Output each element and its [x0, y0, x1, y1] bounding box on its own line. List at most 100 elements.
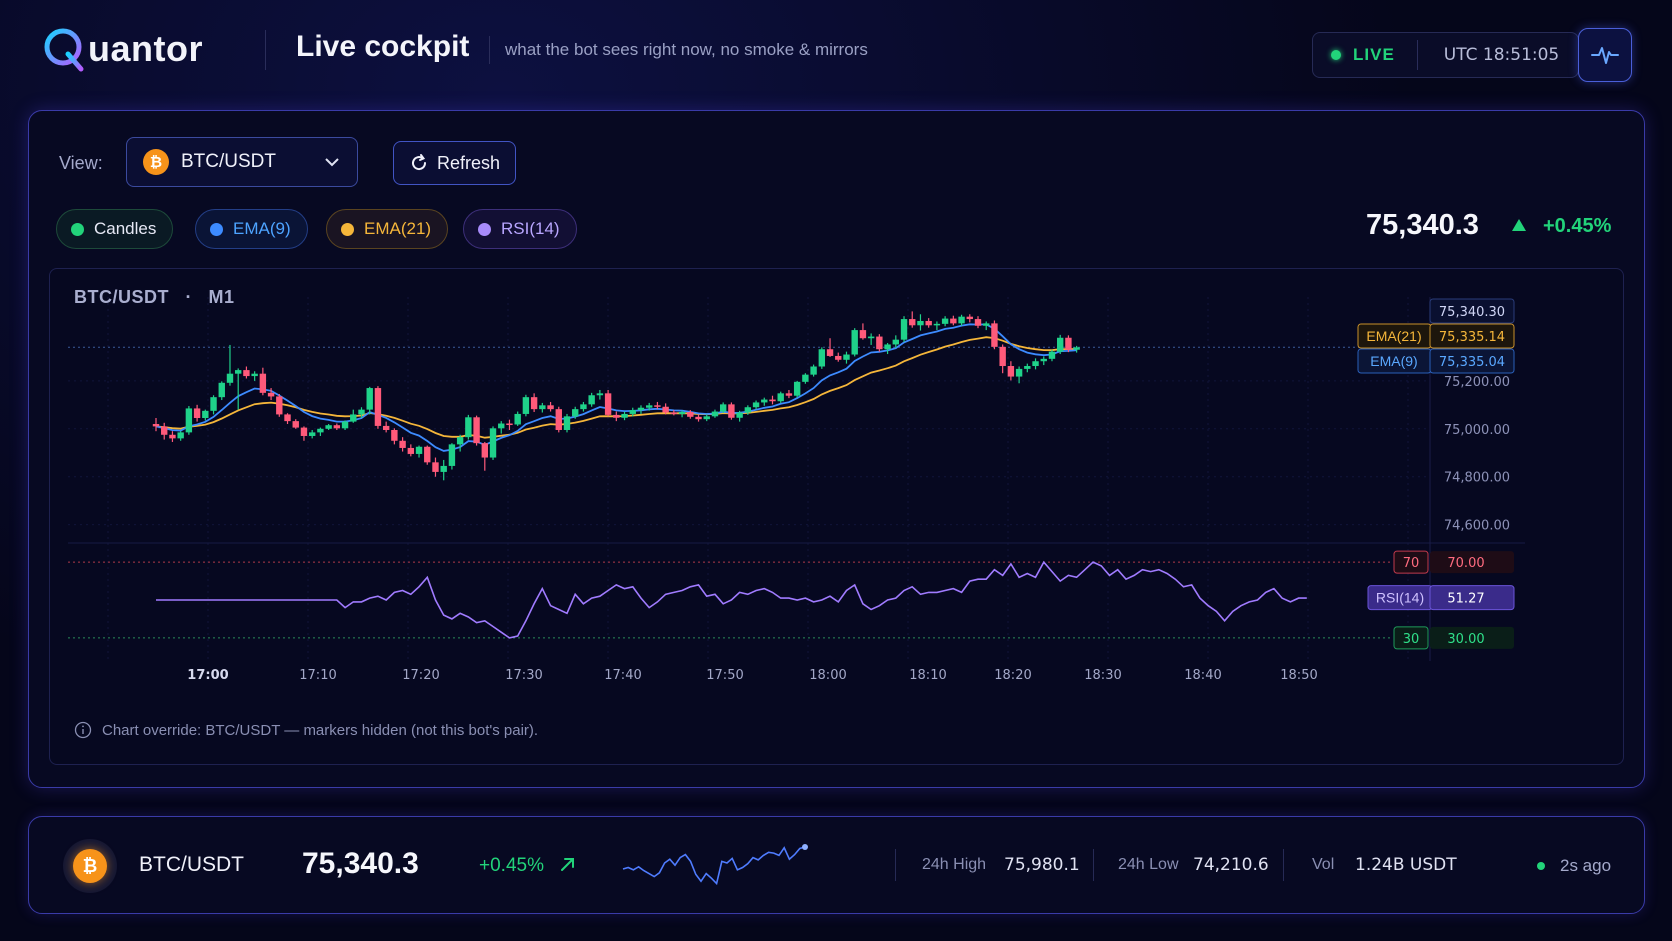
candle: [604, 393, 612, 415]
rsi-value-box: [1429, 585, 1515, 611]
candle: [769, 399, 776, 402]
candle: [785, 393, 793, 396]
price-chart[interactable]: 75,200.00 75,000.00 74,800.00 74,600.00 75,3…: [49, 268, 1624, 765]
candle: [522, 397, 530, 414]
candle: [572, 409, 579, 417]
candle: [826, 349, 834, 356]
x-tick-label: 18:50: [1280, 668, 1317, 683]
candle: [300, 427, 308, 436]
candle: [333, 425, 341, 429]
candle: [1048, 351, 1056, 359]
view-label: View:: [59, 153, 103, 173]
rsi-upper-value-box: [1430, 551, 1514, 574]
high-value: 75,980.1: [1004, 855, 1080, 875]
candle: [292, 421, 299, 428]
toggle-ema9[interactable]: EMA(9): [195, 209, 308, 249]
ema9-value-box: [1429, 348, 1515, 374]
candle: [991, 323, 998, 347]
candle: [358, 409, 365, 415]
low-value: 74,210.6: [1193, 855, 1269, 875]
candles-group: [152, 311, 1080, 481]
candle: [456, 437, 464, 445]
price-up-arrow-icon: [1512, 219, 1526, 231]
y-tick-label: 75,000.00: [1444, 423, 1510, 438]
candle: [218, 382, 225, 398]
toggle-candles-label: Candles: [94, 219, 157, 238]
x-tick-label: 18:10: [909, 668, 946, 683]
candle: [1065, 337, 1072, 350]
last-price-value-box: [1429, 298, 1515, 324]
candle: [933, 323, 941, 326]
ticker-bar: ₿ BTC/USDT 75,340.3 +0.45% 24h High 75,9…: [28, 816, 1645, 914]
candle: [925, 320, 932, 326]
pulse-icon: [1591, 47, 1619, 64]
ticker-pair: BTC/USDT: [139, 853, 244, 876]
ema9-tag: EMA(9) 75,335.04: [1357, 348, 1515, 374]
refresh-button[interactable]: Refresh: [393, 141, 516, 185]
toggle-candles[interactable]: Candles: [56, 209, 174, 249]
candle: [202, 410, 209, 419]
toggle-rsi[interactable]: RSI(14): [463, 209, 577, 249]
candle: [341, 421, 349, 429]
ema9-name: EMA(9): [1370, 353, 1417, 369]
candle: [909, 319, 916, 326]
rsi-upper-level-box: [1393, 550, 1429, 574]
candle: [687, 412, 694, 417]
chart-timeframe: M1: [208, 287, 235, 307]
x-tick-label: 17:50: [706, 668, 743, 683]
ticker-price: 75,340.3: [302, 847, 419, 880]
candle: [588, 395, 595, 405]
ema21-dot-icon: [341, 222, 354, 236]
candle: [440, 465, 447, 472]
candle: [835, 355, 842, 360]
chart-title: BTC/USDT · M1: [74, 287, 235, 308]
candle: [169, 434, 176, 439]
quantor-q-logo-icon: [44, 28, 84, 72]
refresh-label: Refresh: [436, 152, 501, 173]
candle: [859, 330, 867, 339]
candle: [678, 412, 686, 414]
candle: [867, 336, 875, 339]
volume-label: Vol: [1312, 856, 1335, 873]
x-tick-label: 17:20: [402, 668, 439, 683]
x-tick-label: 17:30: [505, 668, 542, 683]
toggle-ema21[interactable]: EMA(21): [326, 209, 449, 249]
candle: [506, 423, 513, 426]
candle: [350, 414, 357, 422]
candle: [917, 320, 924, 326]
candle: [941, 318, 949, 324]
candle: [752, 402, 760, 408]
candle: [563, 416, 571, 430]
candle: [317, 428, 324, 433]
chart-grid: [68, 297, 1525, 661]
candle: [958, 316, 965, 324]
candle: [259, 373, 267, 393]
candle: [728, 404, 735, 418]
candle: [793, 381, 801, 396]
rsi-name: RSI(14): [1376, 590, 1424, 606]
candle: [1007, 366, 1015, 377]
chart-canvas: 75,200.00 75,000.00 74,800.00 74,600.00 75,3…: [68, 297, 1525, 683]
candle: [629, 410, 636, 414]
candle: [498, 423, 505, 429]
x-tick-label: 18:00: [809, 668, 846, 683]
candle: [465, 417, 472, 438]
candle: [391, 429, 398, 441]
rsi-value: 51.27: [1447, 592, 1484, 607]
brand-logo[interactable]: uantor: [40, 24, 203, 74]
candle: [810, 366, 817, 375]
ticker-change: +0.45%: [479, 855, 544, 876]
candle: [884, 344, 891, 350]
toggle-ema9-label: EMA(9): [233, 219, 291, 238]
candle: [596, 393, 604, 396]
candle: [892, 339, 899, 345]
candle: [308, 432, 316, 436]
candle: [999, 346, 1006, 367]
ema9-line: [155, 323, 1077, 452]
activity-button[interactable]: [1578, 28, 1632, 82]
rsi-upper-level: 70: [1403, 556, 1420, 571]
candle: [703, 416, 710, 420]
candle: [974, 319, 982, 326]
pair-select[interactable]: ₿ BTC/USDT: [126, 137, 358, 187]
ema21-tag: EMA(21) 75,335.14: [1357, 323, 1515, 349]
